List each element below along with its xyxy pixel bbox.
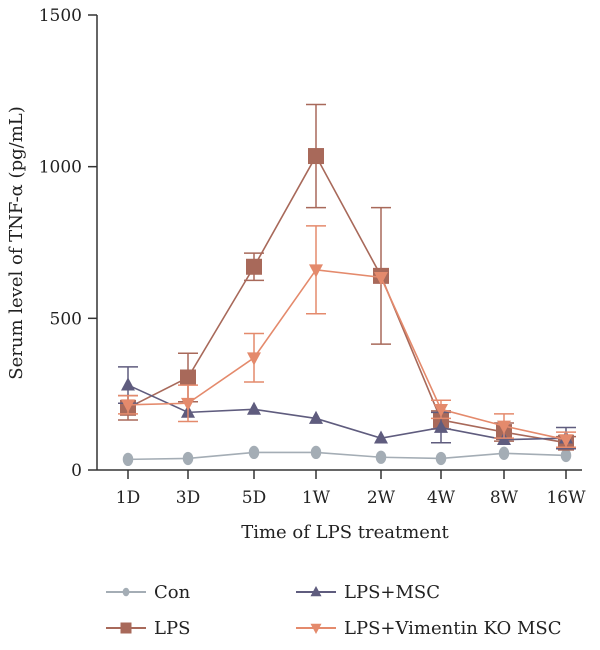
data-point	[309, 410, 323, 424]
data-point	[121, 377, 135, 391]
series-line	[127, 268, 567, 441]
legend: Con LPS LPS+MSC LPS+Vimentin KO MSC	[106, 582, 562, 639]
x-tick-label: 4W	[427, 488, 456, 508]
x-tick-label: 2W	[367, 488, 396, 508]
data-point	[247, 352, 261, 366]
legend-label: Con	[154, 582, 191, 603]
data-point	[310, 445, 322, 460]
legend-label: LPS	[154, 618, 190, 639]
y-tick-label: 1000	[39, 158, 82, 178]
data-point	[246, 258, 262, 275]
data-point	[247, 401, 261, 415]
data-point	[180, 369, 196, 386]
data-point	[122, 452, 134, 467]
series-lps-vimentin-ko-msc	[118, 225, 576, 448]
legend-swatch-marker	[310, 623, 322, 635]
data-point	[308, 148, 324, 165]
legend-swatch-marker	[120, 622, 132, 634]
data-point	[434, 403, 448, 418]
x-tick-label: 8W	[490, 488, 519, 508]
y-tick-label: 500	[50, 309, 82, 329]
x-tick-label: 16W	[546, 488, 586, 508]
x-tick-label: 1W	[302, 488, 331, 508]
legend-label: LPS+Vimentin KO MSC	[344, 618, 562, 639]
y-ticks: 0 500 1000 1500	[39, 6, 97, 481]
data-point	[374, 430, 388, 444]
x-tick-label: 1D	[116, 488, 140, 508]
data-point	[434, 419, 448, 433]
data-point	[182, 451, 194, 466]
legend-swatch-marker	[310, 585, 322, 597]
series-line	[127, 154, 567, 444]
data-point	[498, 446, 510, 460]
legend-item: LPS+Vimentin KO MSC	[296, 618, 562, 639]
y-tick-label: 0	[71, 461, 82, 481]
data-point	[435, 451, 447, 466]
data-point	[559, 434, 573, 448]
y-tick-label: 1500	[39, 6, 82, 26]
axes	[96, 15, 582, 471]
data-point	[375, 450, 387, 464]
data-point	[309, 264, 323, 278]
series-con	[122, 445, 572, 467]
data-point	[497, 420, 511, 434]
legend-swatch-marker	[122, 587, 130, 597]
series-line	[127, 451, 567, 461]
data-point	[181, 397, 195, 411]
x-tick-label: 5D	[242, 488, 266, 508]
legend-item: LPS+MSC	[296, 582, 440, 603]
data-point	[121, 399, 135, 413]
legend-item: Con	[106, 582, 191, 603]
data-point	[248, 445, 260, 460]
x-axis-title: Time of LPS treatment	[241, 522, 449, 543]
legend-label: LPS+MSC	[344, 582, 440, 603]
data-point	[374, 271, 388, 286]
legend-item: LPS	[106, 618, 190, 639]
x-tick-label: 3D	[176, 488, 200, 508]
series-line	[127, 384, 567, 441]
data-point	[560, 448, 572, 463]
y-axis-title: Serum level of TNF-α (pg/mL)	[6, 106, 27, 379]
x-ticks: 1D 3D 5D 1W 2W 4W 8W 16W	[116, 470, 586, 508]
series-layer	[118, 103, 576, 467]
